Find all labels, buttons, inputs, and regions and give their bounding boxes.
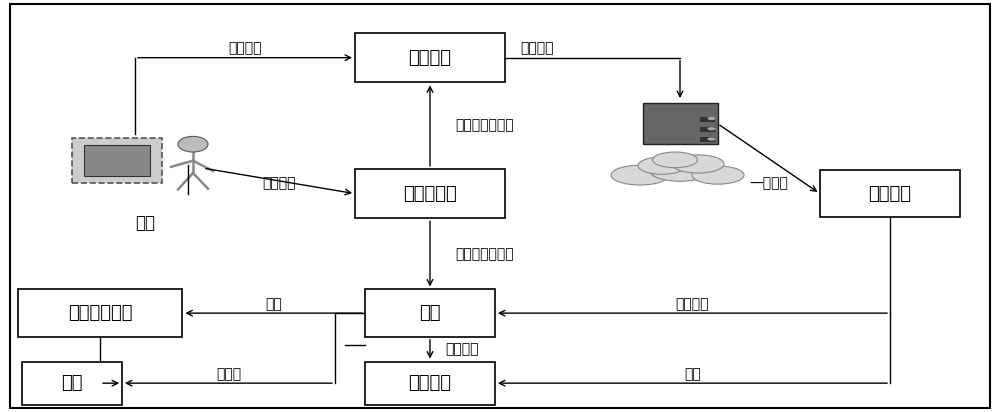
- Circle shape: [708, 138, 716, 141]
- Text: 用户: 用户: [135, 214, 155, 232]
- Text: 验证: 验证: [419, 304, 441, 322]
- Bar: [365, 362, 495, 405]
- Text: 返回结果: 返回结果: [676, 297, 709, 311]
- Bar: [18, 290, 182, 337]
- Text: 安全参数: 安全参数: [262, 176, 296, 190]
- Ellipse shape: [650, 161, 710, 181]
- Ellipse shape: [652, 152, 698, 168]
- Text: 用于验证的数据: 用于验证的数据: [455, 247, 514, 261]
- Circle shape: [708, 117, 716, 120]
- Bar: [355, 169, 505, 218]
- Text: 不通过: 不通过: [216, 367, 241, 381]
- Text: 接受并解盲化: 接受并解盲化: [68, 304, 132, 322]
- Ellipse shape: [692, 166, 744, 184]
- Text: —不可逆: —不可逆: [749, 176, 788, 190]
- Ellipse shape: [178, 136, 208, 152]
- Bar: [355, 33, 505, 82]
- Ellipse shape: [672, 155, 724, 173]
- Ellipse shape: [638, 157, 686, 174]
- Text: 返回结果: 返回结果: [445, 342, 479, 356]
- Bar: [365, 290, 495, 337]
- Text: 计算结果: 计算结果: [409, 374, 452, 392]
- Bar: [820, 170, 960, 218]
- Text: 原始矩阵: 原始矩阵: [228, 42, 262, 56]
- Text: 盲化矩阵: 盲化矩阵: [520, 42, 554, 56]
- Text: 通过: 通过: [265, 297, 282, 311]
- Bar: [84, 145, 150, 176]
- Bar: [72, 138, 162, 183]
- Text: 用于盲化的数据: 用于盲化的数据: [455, 119, 514, 133]
- Text: 密鑰生成器: 密鑰生成器: [403, 185, 457, 203]
- Text: 可逆: 可逆: [684, 367, 701, 381]
- Text: 拒绝: 拒绝: [61, 374, 83, 392]
- Bar: [700, 127, 714, 132]
- Text: 矩阵处理: 矩阵处理: [409, 49, 452, 67]
- Bar: [643, 103, 718, 144]
- Bar: [22, 362, 122, 405]
- Bar: [700, 117, 714, 122]
- Text: 阶梯分解: 阶梯分解: [868, 185, 912, 203]
- Bar: [700, 138, 714, 143]
- Circle shape: [708, 127, 716, 131]
- Ellipse shape: [611, 165, 669, 185]
